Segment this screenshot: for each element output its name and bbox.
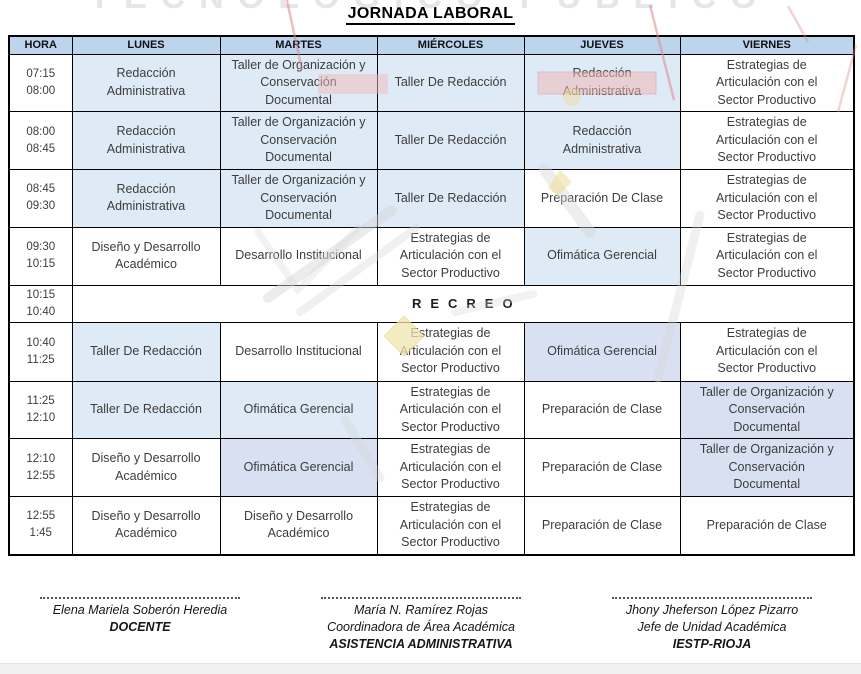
schedule-cell: Estrategias de Articulación con el Secto…	[679, 321, 855, 382]
recreo-row: 10:15 10:40 RECREO	[8, 284, 855, 323]
table-row: 08:00 08:45 Redacción Administrativa Tall…	[8, 111, 855, 170]
schedule-cell: Diseño y Desarrollo Académico	[219, 496, 378, 555]
schedule-cell: Redacción Administrativa	[71, 111, 221, 170]
table-row: 08:45 09:30 Redacción Administrativa Tall…	[8, 169, 855, 228]
signature-block-docente: Elena Mariela Soberón Heredia DOCENTE	[10, 591, 270, 636]
schedule-cell: Redacción Administrativa	[71, 53, 221, 112]
time-cell: 08:45 09:30	[8, 169, 73, 228]
schedule-cell: Estrategias de Articulación con el Secto…	[376, 321, 525, 382]
schedule-cell: Preparación de Clase	[679, 496, 855, 555]
table-row: 11:25 12:10 Taller De Redacción Ofimática…	[8, 380, 855, 439]
time-cell: 10:40 11:25	[8, 321, 73, 382]
table-row: 09:30 10:15 Diseño y Desarrollo Académico…	[8, 226, 855, 286]
schedule-cell: Estrategias de Articulación con el Secto…	[679, 169, 855, 228]
schedule-cell: Taller De Redacción	[376, 169, 525, 228]
table-row: 07:15 08:00 Redacción Administrativa Tall…	[8, 53, 855, 112]
signature-dotted-line	[612, 591, 812, 599]
signature-title: DOCENTE	[109, 620, 171, 634]
schedule-cell: Ofimática Gerencial	[219, 380, 378, 439]
schedule-cell: Desarrollo Institucional	[219, 226, 378, 286]
schedule-cell: Taller de Organización y Conservación Do…	[679, 380, 855, 439]
schedule-cell: Diseño y Desarrollo Académico	[71, 226, 221, 286]
time-cell: 08:00 08:45	[8, 111, 73, 170]
signature-name: María N. Ramírez Rojas	[353, 603, 489, 617]
schedule-cell: Preparación de Clase	[523, 496, 681, 555]
column-header-jueves: JUEVES	[523, 35, 681, 55]
signature-title: IESTP-RIOJA	[672, 637, 752, 651]
schedule-cell: Redacción Administrativa	[523, 111, 681, 170]
table-row: 10:40 11:25 Taller De Redacción Desarroll…	[8, 321, 855, 382]
schedule-cell: Ofimática Gerencial	[523, 226, 681, 286]
schedule-cell: Diseño y Desarrollo Académico	[71, 496, 221, 555]
schedule-cell: Taller de Organización y Conservación Do…	[219, 111, 378, 170]
page-title: JORNADA LABORAL	[0, 5, 861, 25]
schedule-cell: Diseño y Desarrollo Académico	[71, 438, 221, 497]
schedule-cell: Redacción Administrativa	[71, 169, 221, 228]
bottom-gray-strip	[0, 663, 861, 674]
schedule-cell: Estrategias de Articulación con el Secto…	[376, 438, 525, 497]
schedule-cell: Taller de Organización y Conservación Do…	[679, 438, 855, 497]
schedule-cell: Taller De Redacción	[376, 111, 525, 170]
time-cell: 07:15 08:00	[8, 53, 73, 112]
time-cell: 09:30 10:15	[8, 226, 73, 286]
schedule-cell: Preparación de Clase	[523, 380, 681, 439]
page-title-text: JORNADA LABORAL	[345, 5, 516, 25]
signature-role: Jefe de Unidad Académica	[637, 620, 787, 634]
signature-name: Jhony Jheferson López Pizarro	[625, 603, 799, 617]
schedule-cell: Estrategias de Articulación con el Secto…	[376, 380, 525, 439]
signature-block-jefe-unidad: Jhony Jheferson López Pizarro Jefe de Un…	[582, 591, 842, 653]
schedule-cell: Estrategias de Articulación con el Secto…	[679, 226, 855, 286]
schedule-cell: Ofimática Gerencial	[523, 321, 681, 382]
time-cell: 12:10 12:55	[8, 438, 73, 497]
signature-dotted-line	[321, 591, 521, 599]
signature-name: Elena Mariela Soberón Heredia	[52, 603, 228, 617]
signature-title: ASISTENCIA ADMINISTRATIVA	[329, 637, 513, 651]
schedule-table: HORA LUNES MARTES MIÉRCOLES JUEVES VIERN…	[8, 35, 855, 556]
header-row: HORA LUNES MARTES MIÉRCOLES JUEVES VIERN…	[8, 35, 855, 55]
schedule-cell: Taller de Organización y Conservación Do…	[219, 53, 378, 112]
schedule-cell: Preparación De Clase	[523, 169, 681, 228]
schedule-cell: Redacción Administrativa	[523, 53, 681, 112]
signature-dotted-line	[40, 591, 240, 599]
time-cell: 12:55 1:45	[8, 496, 73, 555]
schedule-cell: Taller De Redacción	[71, 380, 221, 439]
schedule-cell: Taller De Redacción	[376, 53, 525, 112]
time-cell: 10:15 10:40	[8, 284, 73, 323]
schedule-cell: Estrategias de Articulación con el Secto…	[679, 53, 855, 112]
table-row: 12:10 12:55 Diseño y Desarrollo Académico…	[8, 438, 855, 497]
column-header-lunes: LUNES	[71, 35, 221, 55]
table-row: 12:55 1:45 Diseño y Desarrollo Académico …	[8, 496, 855, 555]
schedule-cell: Desarrollo Institucional	[219, 321, 378, 382]
schedule-cell: Taller de Organización y Conservación Do…	[219, 169, 378, 228]
signature-block-coordinadora: María N. Ramírez Rojas Coordinadora de Á…	[291, 591, 551, 653]
signature-role: Coordinadora de Área Académica	[327, 620, 515, 634]
column-header-miercoles: MIÉRCOLES	[376, 35, 525, 55]
recreo-cell: RECREO	[71, 284, 855, 323]
column-header-viernes: VIERNES	[679, 35, 855, 55]
schedule-cell: Ofimática Gerencial	[219, 438, 378, 497]
schedule-cell: Estrategias de Articulación con el Secto…	[679, 111, 855, 170]
schedule-cell: Estrategias de Articulación con el Secto…	[376, 226, 525, 286]
column-header-hora: HORA	[8, 35, 73, 55]
schedule-cell: Preparación de Clase	[523, 438, 681, 497]
schedule-cell: Estrategias de Articulación con el Secto…	[376, 496, 525, 555]
time-cell: 11:25 12:10	[8, 380, 73, 439]
schedule-cell: Taller De Redacción	[71, 321, 221, 382]
column-header-martes: MARTES	[219, 35, 378, 55]
